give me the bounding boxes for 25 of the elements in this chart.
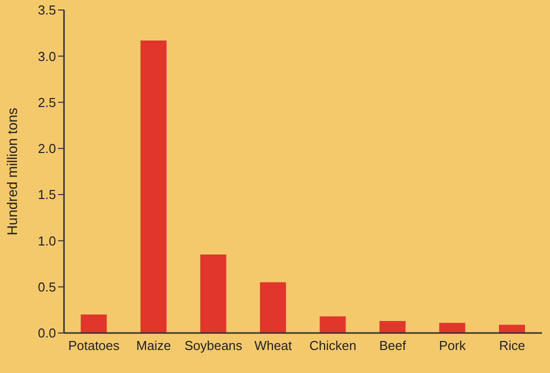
x-tick-label: Wheat bbox=[254, 338, 292, 354]
y-tick-label: 0.5 bbox=[38, 279, 56, 294]
x-tick-label: Pork bbox=[439, 338, 466, 354]
y-tick-label: 1.0 bbox=[38, 233, 56, 248]
y-axis-title: Hundred million tons bbox=[4, 108, 20, 236]
x-tick-label: Soybeans bbox=[184, 338, 243, 354]
y-tick-label: 0.0 bbox=[38, 326, 56, 341]
x-tick-label: Chicken bbox=[309, 338, 356, 354]
x-tick-label: Maize bbox=[136, 338, 171, 354]
y-tick-label: 1.5 bbox=[38, 187, 56, 202]
y-tick-label: 3.5 bbox=[38, 2, 56, 18]
x-tick-label: Beef bbox=[379, 338, 406, 354]
bar bbox=[80, 314, 107, 333]
bar bbox=[439, 322, 466, 333]
bar bbox=[140, 40, 166, 333]
bar bbox=[320, 316, 346, 333]
bar bbox=[498, 324, 525, 333]
bar bbox=[379, 321, 406, 333]
y-tick-label: 3.0 bbox=[38, 48, 56, 64]
bar bbox=[260, 282, 286, 333]
x-tick-label: Rice bbox=[499, 338, 526, 354]
x-tick-label: Potatoes bbox=[68, 338, 120, 354]
bar bbox=[200, 254, 226, 333]
y-tick-label: 2.5 bbox=[38, 94, 56, 110]
y-tick-label: 2.0 bbox=[38, 141, 56, 156]
